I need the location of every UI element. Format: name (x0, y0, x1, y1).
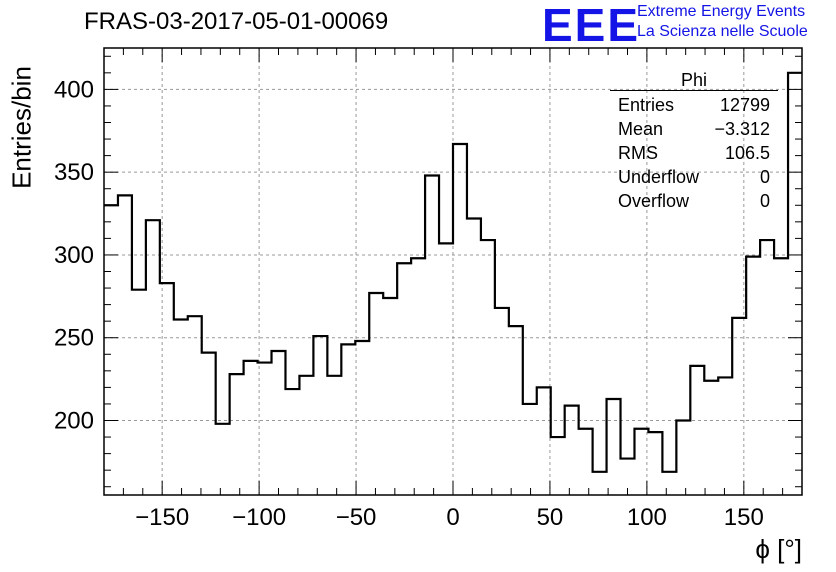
stats-value: 0 (759, 167, 770, 187)
x-tick-label: −50 (336, 504, 377, 531)
y-tick-label: 250 (54, 325, 94, 352)
eee-logo: EEE (542, 0, 641, 51)
stats-label: Underflow (618, 167, 700, 187)
histogram-line (104, 71, 802, 473)
stats-label: Entries (618, 95, 675, 115)
stats-divider (610, 90, 778, 91)
stats-label: Mean (618, 119, 664, 139)
x-tick-label: −150 (135, 504, 189, 531)
x-tick-label: −100 (232, 504, 286, 531)
plot-frame (103, 47, 803, 496)
stats-row-overflow: Overflow 0 (608, 189, 780, 213)
stats-value: 0 (759, 191, 770, 211)
logo-line-2: La Scienza nelle Scuole (637, 23, 808, 40)
stats-row-mean: Mean −3.312 (608, 117, 780, 141)
stats-row-rms: RMS 106.5 (608, 141, 780, 165)
stats-label: Overflow (618, 191, 690, 211)
stats-row-entries: Entries 12799 (608, 93, 780, 117)
logo-line-1: Extreme Energy Events (637, 3, 806, 20)
stats-box: Phi Entries 12799 Mean −3.312 RMS 106.5 … (608, 70, 780, 213)
x-tick-label: 50 (537, 504, 564, 531)
y-tick-label: 300 (54, 242, 94, 269)
stats-value: 106.5 (724, 143, 770, 163)
y-tick-label: 350 (54, 159, 94, 186)
stats-value: −3.312 (714, 119, 770, 139)
chart-title: FRAS-03-2017-05-01-00069 (84, 8, 389, 35)
x-tick-label: 150 (724, 504, 764, 531)
x-tick-label: 100 (627, 504, 667, 531)
stats-value: 12799 (719, 95, 770, 115)
y-tick-label: 200 (54, 408, 94, 435)
stats-title: Phi (680, 70, 707, 90)
x-axis-label: ϕ [°] (755, 534, 802, 564)
y-tick-label: 400 (54, 76, 94, 103)
stats-row-underflow: Underflow 0 (608, 165, 780, 189)
stats-label: RMS (618, 143, 658, 163)
x-tick-label: 0 (446, 504, 459, 531)
